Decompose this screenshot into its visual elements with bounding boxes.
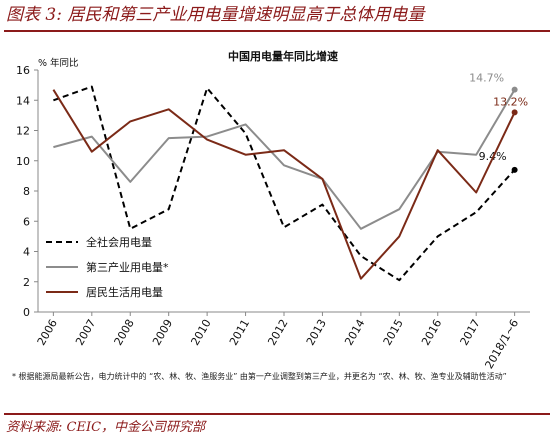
series-3-end-marker bbox=[511, 109, 518, 116]
series-line-3 bbox=[52, 89, 516, 280]
y-tick-label: 2 bbox=[23, 276, 30, 289]
y-tick-label: 14 bbox=[16, 94, 30, 107]
source-divider bbox=[4, 413, 550, 415]
y-tick-label: 6 bbox=[23, 215, 30, 228]
x-tick-label: 2009 bbox=[150, 317, 175, 348]
series-2-end-marker bbox=[511, 86, 518, 93]
y-tick-label: 0 bbox=[23, 306, 30, 319]
title-divider bbox=[4, 30, 550, 32]
series-line-1 bbox=[53, 85, 516, 282]
y-tick-label: 16 bbox=[16, 64, 30, 77]
series-2-end-label: 14.7% bbox=[469, 72, 504, 85]
x-tick-label: 2006 bbox=[35, 317, 60, 348]
series-3-end-label: 13.2% bbox=[493, 95, 528, 108]
series-1-end-marker bbox=[511, 166, 518, 173]
x-tick-label: 2017 bbox=[458, 317, 483, 348]
y-axis-label: % 年同比 bbox=[38, 57, 79, 69]
legend-label-1: 全社会用电量 bbox=[86, 235, 152, 249]
x-tick-label: 2018/1~6 bbox=[483, 317, 522, 371]
y-tick-label: 8 bbox=[23, 185, 30, 198]
x-tick-label: 2012 bbox=[265, 317, 290, 348]
legend-label-3: 居民生活用电量 bbox=[86, 285, 163, 299]
x-tick-label: 2011 bbox=[227, 317, 252, 348]
source-note: 资料来源: CEIC，中金公司研究部 bbox=[6, 420, 206, 435]
series-layer: 9.4%14.7%13.2% bbox=[52, 72, 528, 282]
footnote: * 根据能源局最新公告，电力统计中的 “农、林、牧、渔服务业” 由第一产业调整到… bbox=[12, 372, 507, 381]
y-tick-label: 4 bbox=[23, 246, 30, 259]
axes: 0 2 4 6 8 10 12 14 16 2006 2007 2008 2009 2010 2011 201… bbox=[16, 64, 530, 371]
x-tick-label: 2016 bbox=[419, 317, 444, 348]
y-tick-label: 12 bbox=[16, 125, 30, 138]
figure-title: 图表 3: 居民和第三产业用电量增速明显高于总体用电量 bbox=[6, 5, 425, 25]
x-tick-label: 2015 bbox=[381, 317, 406, 348]
y-tick-label: 10 bbox=[16, 155, 30, 168]
x-tick-label: 2013 bbox=[304, 317, 329, 348]
x-tick-label: 2007 bbox=[73, 317, 98, 348]
chart-title: 中国用电量年同比增速 bbox=[228, 49, 338, 63]
x-tick-label: 2010 bbox=[188, 317, 213, 348]
x-tick-label: 2008 bbox=[112, 317, 137, 348]
legend-label-2: 第三产业用电量* bbox=[86, 260, 169, 274]
x-tick-label: 2014 bbox=[342, 317, 367, 348]
